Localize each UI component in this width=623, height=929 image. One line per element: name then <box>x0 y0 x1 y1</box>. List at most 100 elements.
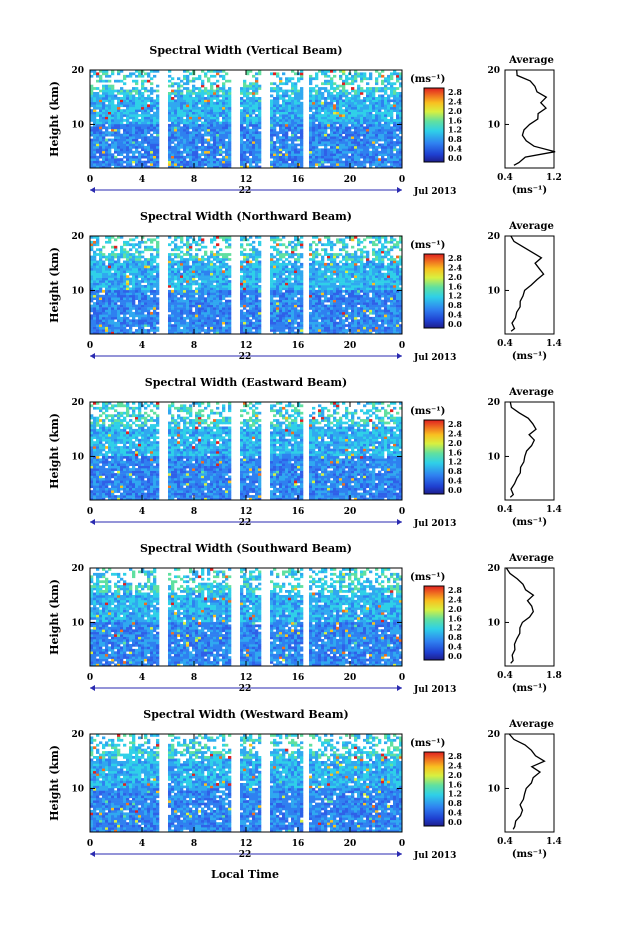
heatmap-cell <box>180 131 184 134</box>
heatmap-cell <box>249 160 253 164</box>
heatmap-cell <box>324 111 328 115</box>
heatmap-cell <box>117 143 121 147</box>
heatmap-cell <box>189 136 193 139</box>
heatmap-cell <box>369 316 373 320</box>
heatmap-cell <box>126 141 130 144</box>
heatmap-cell <box>156 163 160 166</box>
heatmap-cell <box>366 99 370 103</box>
heatmap-cell <box>138 326 142 330</box>
heatmap-cell <box>300 72 304 76</box>
heatmap-cell <box>315 116 319 120</box>
heatmap-cell <box>114 163 118 166</box>
heatmap-cell <box>174 319 178 322</box>
heatmap-cell <box>300 158 304 161</box>
heatmap-cell <box>240 99 244 103</box>
heatmap-cell <box>273 165 277 169</box>
heatmap-cell <box>99 99 103 103</box>
heatmap-cell <box>342 101 346 105</box>
heatmap-cell <box>357 74 361 78</box>
heatmap-cell <box>375 111 379 115</box>
heatmap-cell <box>93 158 97 161</box>
heatmap-cell <box>327 297 331 300</box>
heatmap-cell <box>342 319 346 322</box>
heatmap-cell <box>291 99 295 103</box>
heatmap-cell <box>132 297 136 300</box>
heatmap-cell <box>315 294 319 298</box>
heatmap-cell <box>384 116 388 120</box>
heatmap-cell <box>291 299 295 303</box>
heatmap-cell <box>255 121 259 125</box>
heatmap-cell <box>114 326 118 330</box>
heatmap-cell <box>252 331 256 335</box>
heatmap-cell <box>375 82 379 86</box>
heatmap-cell <box>288 123 292 127</box>
heatmap-cell <box>276 136 280 139</box>
heatmap-cell <box>387 114 391 117</box>
heatmap-cell <box>147 331 151 335</box>
heatmap-cell <box>150 121 154 125</box>
heatmap-cell <box>186 299 190 303</box>
heatmap-cell <box>102 101 106 105</box>
heatmap-cell <box>138 282 142 286</box>
heatmap-cell <box>138 285 142 288</box>
heatmap-cell <box>228 285 232 288</box>
heatmap-cell <box>180 324 184 327</box>
heatmap-cell <box>375 133 379 137</box>
heatmap-cell <box>279 138 283 142</box>
heatmap-cell <box>255 133 259 137</box>
heatmap-cell <box>222 319 226 322</box>
heatmap-cell <box>282 297 286 300</box>
heatmap-cell <box>120 324 124 327</box>
heatmap-cell <box>228 287 232 291</box>
heatmap-cell <box>372 311 376 315</box>
heatmap-cell <box>132 89 136 93</box>
heatmap-cell <box>360 138 364 142</box>
heatmap-cell <box>372 104 376 108</box>
heatmap-cell <box>111 119 115 122</box>
heatmap-cell <box>228 114 232 117</box>
heatmap-cell <box>339 143 343 147</box>
heatmap-cell <box>117 136 121 139</box>
heatmap-cell <box>330 121 334 125</box>
heatmap-cell <box>291 116 295 120</box>
heatmap-cell <box>258 145 262 149</box>
heatmap-cell <box>390 106 394 110</box>
heatmap-cell <box>135 70 139 73</box>
heatmap-cell <box>207 99 211 103</box>
heatmap-cell <box>357 72 361 76</box>
heatmap-cell <box>375 292 379 296</box>
heatmap-cell <box>381 287 385 291</box>
heatmap-cell <box>351 160 355 164</box>
heatmap-cell <box>312 119 316 122</box>
heatmap-cell <box>123 329 127 332</box>
heatmap-cell <box>333 82 337 86</box>
heatmap-cell <box>339 74 343 78</box>
heatmap-cell <box>309 150 313 154</box>
heatmap-cell <box>396 141 400 144</box>
heatmap-cell <box>321 136 325 139</box>
heatmap-cell <box>399 165 403 169</box>
heatmap-cell <box>333 87 337 90</box>
heatmap-cell <box>135 143 139 147</box>
heatmap-cell <box>174 158 178 161</box>
heatmap-cell <box>228 324 232 327</box>
heatmap-cell <box>129 126 133 130</box>
heatmap-cell <box>288 138 292 142</box>
heatmap-cell <box>330 131 334 134</box>
heatmap-cell <box>291 324 295 327</box>
heatmap-cell <box>114 282 118 286</box>
heatmap-cell <box>339 150 343 154</box>
heatmap-cell <box>360 99 364 103</box>
heatmap-cell <box>393 153 397 156</box>
heatmap-cell <box>318 158 322 161</box>
heatmap-cell <box>204 121 208 125</box>
heatmap-cell <box>327 153 331 156</box>
heatmap-cell <box>105 292 109 296</box>
heatmap-cell <box>168 97 172 100</box>
heatmap-cell <box>147 99 151 103</box>
heatmap-cell <box>327 299 331 303</box>
heatmap-cell <box>330 165 334 169</box>
heatmap-cell <box>381 153 385 156</box>
heatmap-cell <box>168 163 172 166</box>
heatmap-cell <box>177 104 181 108</box>
